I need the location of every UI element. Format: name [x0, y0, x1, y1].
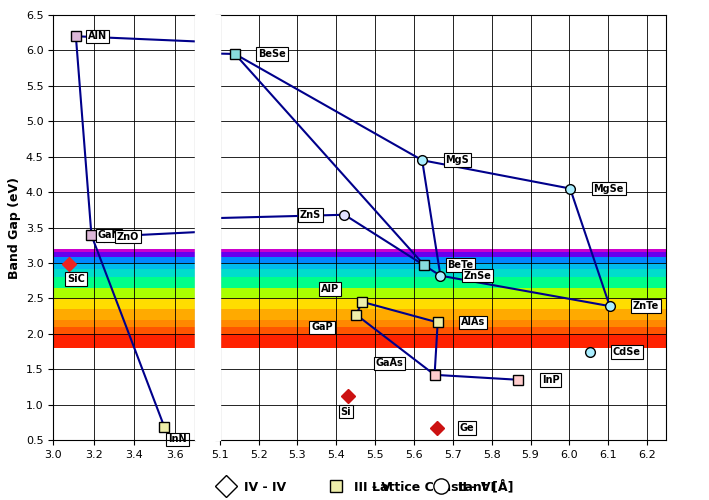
Text: Si: Si — [340, 406, 351, 416]
Text: Band Gap (eV): Band Gap (eV) — [8, 176, 21, 278]
Bar — [53, 309, 195, 320]
Bar — [220, 277, 666, 287]
Text: GaP: GaP — [311, 322, 333, 332]
Bar — [220, 252, 666, 257]
Text: GaN: GaN — [98, 230, 120, 240]
Bar — [53, 248, 195, 252]
Bar — [220, 288, 666, 298]
Bar — [53, 263, 195, 268]
Legend: IV - IV, III - V, II - VI: IV - IV, III - V, II - VI — [209, 476, 500, 499]
Text: ZnTe: ZnTe — [633, 301, 659, 311]
Bar — [53, 277, 195, 287]
Text: ZnSe: ZnSe — [464, 270, 491, 280]
Text: CdSe: CdSe — [613, 347, 641, 357]
Bar — [53, 257, 195, 263]
Text: GaAs: GaAs — [376, 358, 403, 368]
Bar — [53, 288, 195, 298]
Text: Lattice Constant [Å]: Lattice Constant [Å] — [372, 480, 514, 493]
Text: Ge: Ge — [460, 423, 474, 433]
Bar — [220, 309, 666, 320]
Text: AlN: AlN — [88, 32, 107, 42]
Bar — [220, 298, 666, 309]
Bar — [220, 263, 666, 268]
Bar — [53, 298, 195, 309]
Bar — [53, 334, 195, 348]
Text: ZnO: ZnO — [116, 232, 139, 241]
Text: SiC: SiC — [67, 274, 85, 284]
Bar — [220, 257, 666, 263]
Bar — [220, 320, 666, 326]
Bar — [53, 320, 195, 326]
Text: BeTe: BeTe — [447, 260, 474, 270]
Bar — [220, 334, 666, 348]
Bar — [220, 326, 666, 334]
Bar — [53, 326, 195, 334]
Bar — [53, 268, 195, 277]
Text: InN: InN — [168, 434, 187, 444]
Text: BeSe: BeSe — [258, 49, 286, 59]
Text: AlP: AlP — [321, 284, 339, 294]
Text: AlAs: AlAs — [461, 318, 485, 328]
Text: MgSe: MgSe — [593, 184, 624, 194]
Text: ZnS: ZnS — [300, 210, 321, 220]
Text: InP: InP — [542, 375, 559, 385]
Text: MgS: MgS — [445, 155, 469, 165]
Bar — [220, 268, 666, 277]
Bar — [53, 252, 195, 257]
Bar — [220, 248, 666, 252]
